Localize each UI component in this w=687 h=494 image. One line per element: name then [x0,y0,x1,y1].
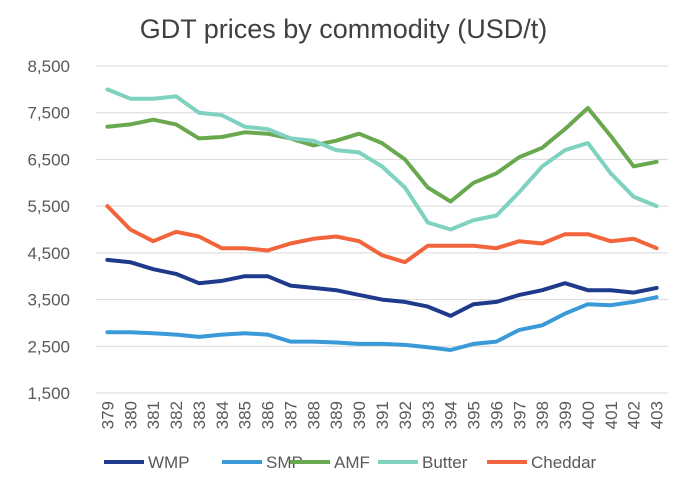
y-tick-label: 3,500 [27,291,70,310]
y-tick-label: 7,500 [27,104,70,123]
x-tick-label: 380 [121,401,140,429]
x-tick-label: 385 [236,401,255,429]
y-tick-label: 2,500 [27,337,70,356]
series-line-wmp [105,257,659,318]
x-tick-label: 391 [373,401,392,429]
legend-label-amf: AMF [334,453,370,472]
y-tick-label: 1,500 [27,384,70,403]
x-tick-label: 387 [281,401,300,429]
x-tick-label: 393 [419,401,438,429]
x-tick-label: 396 [487,401,506,429]
legend-label-smp: SMP [266,453,303,472]
x-tick-label: 390 [350,401,369,429]
legend-label-wmp: WMP [148,453,190,472]
x-tick-label: 383 [190,401,209,429]
x-tick-label: 401 [602,401,621,429]
x-tick-label: 400 [579,401,598,429]
x-tick-label: 384 [213,401,232,429]
x-tick-label: 389 [327,401,346,429]
y-tick-label: 8,500 [27,57,70,76]
y-tick-label: 4,500 [27,244,70,263]
x-tick-label: 386 [259,401,278,429]
y-tick-label: 5,500 [27,197,70,216]
x-tick-label: 381 [144,401,163,429]
x-tick-label: 403 [648,401,667,429]
x-tick-label: 398 [533,401,552,429]
x-tick-label: 379 [98,401,117,429]
y-tick-label: 6,500 [27,150,70,169]
chart-title: GDT prices by commodity (USD/t) [139,14,548,44]
legend-label-butter: Butter [422,453,468,472]
legend-label-cheddar: Cheddar [531,453,597,472]
x-tick-label: 395 [465,401,484,429]
series-line-cheddar [105,204,659,265]
series-line-butter [105,87,659,232]
x-tick-label: 399 [556,401,575,429]
x-tick-label: 388 [304,401,323,429]
series-line-smp [105,295,659,352]
x-tick-label: 397 [510,401,529,429]
x-tick-label: 382 [167,401,186,429]
x-tick-label: 394 [442,401,461,429]
x-tick-label: 402 [625,401,644,429]
series-line-amf [105,106,659,204]
x-tick-label: 392 [396,401,415,429]
